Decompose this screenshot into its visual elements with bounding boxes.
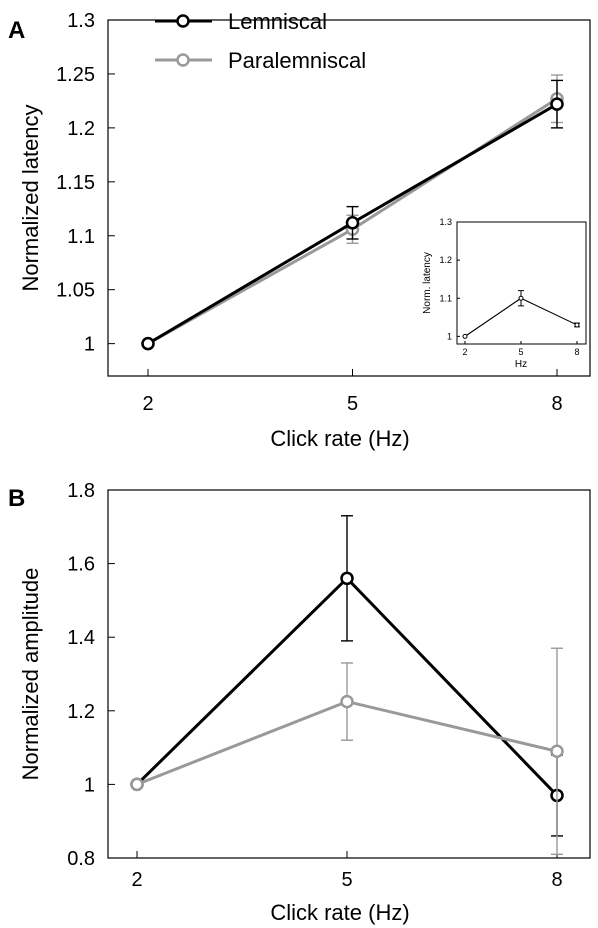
panel-b-series [130,515,564,856]
x-tick-label: 2 [462,347,467,357]
x-tick-label: 5 [518,347,523,357]
panel-b-y-ticks: 0.8 1 1.2 1.4 1.6 1.8 [67,480,115,870]
x-tick-label: 2 [142,393,153,415]
panel-a-inset: 1 1.1 1.2 1.3 2 5 8 Hz Norm. latency [422,217,587,370]
inset-x-ticks: 2 5 8 [462,341,580,357]
data-point [574,322,580,328]
data-point [340,571,354,586]
x-tick-label: 2 [131,869,142,891]
x-tick-label: 8 [574,347,579,357]
panel-a-series [141,74,564,351]
panel-b-x-ticks: 2 5 8 [131,851,563,891]
panel-a-y-axis-label: Normalized latency [18,104,43,291]
y-tick-label: 1 [84,774,95,796]
y-tick-label: 1.8 [67,480,95,502]
y-tick-label: 0.8 [67,848,95,870]
legend-paralemniscal-marker [176,53,190,67]
data-point [550,744,564,759]
y-tick-label: 1.2 [67,701,95,723]
panel-a-x-axis-label: Click rate (Hz) [270,426,409,451]
panel-a-x-ticks: 2 5 8 [142,369,563,415]
legend-paralemniscal-label: Paralemniscal [228,48,366,73]
y-tick-label: 1.6 [67,554,95,576]
legend-lemniscal-label: Lemniscal [228,9,327,34]
y-tick-label: 1.1 [439,293,452,303]
y-tick-label: 1.3 [439,217,452,227]
panel-b-x-axis-label: Click rate (Hz) [270,900,409,925]
panel-a-legend: Lemniscal Paralemniscal [155,9,366,73]
y-tick-label: 1.25 [56,64,95,86]
x-tick-label: 8 [551,869,562,891]
legend-lemniscal-marker [176,14,190,28]
y-tick-label: 1.05 [56,280,95,302]
panel-a-axes-frame [107,19,591,377]
data-point [550,97,564,111]
inset-x-axis-label: Hz [515,359,527,370]
y-tick-label: 1.2 [67,118,95,140]
y-tick-label: 1.4 [67,627,95,649]
data-point [462,333,468,339]
y-tick-label: 1.3 [67,10,95,32]
inset-axes-frame [456,221,587,345]
y-tick-label: 1.2 [439,255,452,265]
x-tick-label: 8 [551,393,562,415]
x-tick-label: 5 [341,869,352,891]
inset-y-axis-label: Norm. latency [422,252,433,314]
data-point [141,336,155,351]
panel-b-axes-frame [107,489,591,859]
x-tick-label: 5 [347,393,358,415]
y-tick-label: 1.1 [67,226,95,248]
panel-a-letter: A [8,17,25,44]
panel-b-y-axis-label: Normalized amplitude [18,568,43,781]
panel-b: B 0.8 1 1.2 1.4 1.6 1.8 2 5 8 Click rate (Hz) N… [8,480,591,925]
y-tick-label: 1.15 [56,172,95,194]
inset-y-ticks: 1 1.1 1.2 1.3 [439,217,460,341]
data-point [518,295,524,301]
panel-b-letter: B [8,485,25,512]
data-point [340,694,354,709]
data-point [345,216,360,230]
y-tick-label: 1 [447,331,452,341]
y-tick-label: 1 [84,334,95,356]
panel-a-y-ticks: 1 1.05 1.1 1.15 1.2 1.25 1.3 [56,10,115,356]
data-point [130,777,144,792]
inset-series [462,290,580,339]
